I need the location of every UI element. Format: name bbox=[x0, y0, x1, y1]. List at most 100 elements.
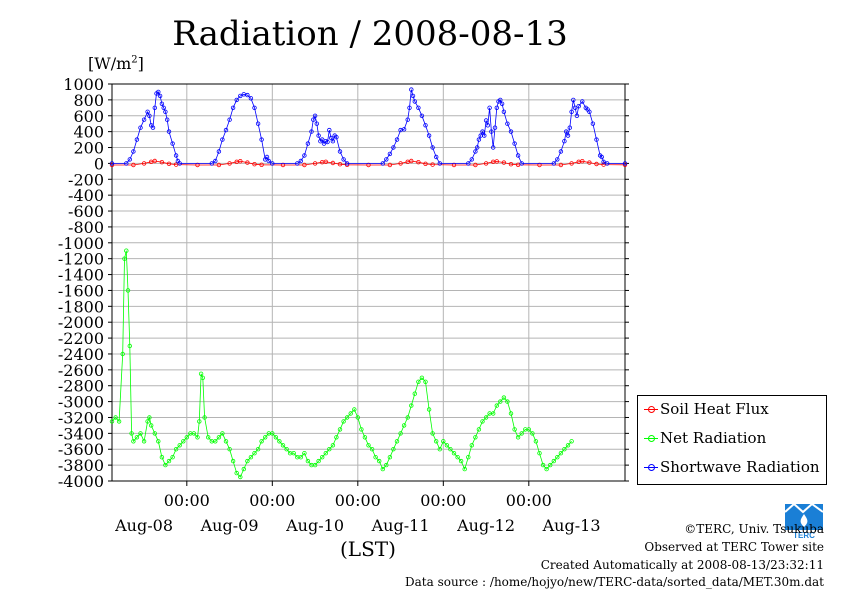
data-point bbox=[152, 431, 157, 436]
data-point bbox=[458, 458, 464, 464]
data-point bbox=[298, 455, 303, 460]
data-point bbox=[492, 125, 498, 130]
data-point bbox=[205, 435, 211, 440]
y-axis-unit: [W/m2] bbox=[88, 54, 144, 73]
data-point bbox=[241, 466, 246, 472]
data-point bbox=[494, 159, 499, 164]
y-tick-label: -800 bbox=[68, 218, 104, 237]
y-tick-label: -2800 bbox=[58, 377, 104, 396]
data-point bbox=[501, 109, 507, 114]
unit-base: [W/m bbox=[88, 54, 132, 73]
data-point bbox=[270, 431, 275, 436]
data-point bbox=[191, 431, 197, 436]
data-point bbox=[344, 161, 350, 166]
data-point bbox=[131, 162, 136, 168]
data-point bbox=[430, 162, 435, 167]
legend-label: Net Radiation bbox=[660, 429, 767, 447]
credit-copyright: ©TERC, Univ. Tsukuba bbox=[684, 522, 824, 536]
data-point bbox=[200, 375, 205, 380]
y-tick-label: 1000 bbox=[63, 75, 104, 94]
data-point bbox=[120, 351, 125, 357]
data-point bbox=[412, 391, 417, 396]
data-point bbox=[220, 431, 225, 436]
data-point bbox=[147, 415, 152, 420]
y-tick-label: 400 bbox=[73, 123, 104, 142]
y-tick-label: -1600 bbox=[58, 281, 104, 300]
data-point bbox=[387, 162, 393, 168]
data-point bbox=[569, 161, 574, 166]
data-point bbox=[485, 123, 490, 128]
series-line-1 bbox=[111, 250, 572, 478]
y-tick-label: -2200 bbox=[58, 329, 104, 348]
data-point bbox=[166, 458, 172, 464]
data-point bbox=[166, 129, 172, 134]
data-point bbox=[327, 127, 332, 133]
data-point bbox=[594, 137, 599, 142]
data-point bbox=[401, 423, 407, 428]
day-label: Aug-13 bbox=[542, 516, 601, 535]
data-point bbox=[369, 447, 375, 452]
data-point bbox=[134, 435, 140, 440]
data-point bbox=[373, 455, 378, 460]
data-point bbox=[312, 462, 318, 468]
data-point bbox=[181, 439, 186, 444]
legend-swatch-marker bbox=[648, 435, 655, 442]
data-point bbox=[487, 105, 492, 110]
y-tick-label: -3400 bbox=[58, 424, 104, 443]
data-point bbox=[316, 133, 321, 138]
y-tick-label: -3000 bbox=[58, 393, 104, 412]
data-point bbox=[423, 123, 428, 128]
data-point bbox=[483, 161, 489, 166]
data-point bbox=[572, 105, 578, 110]
data-point bbox=[216, 162, 222, 168]
data-point bbox=[394, 137, 400, 142]
y-tick-label: -1000 bbox=[58, 234, 104, 253]
data-point bbox=[469, 157, 474, 162]
data-point bbox=[150, 125, 156, 130]
data-point bbox=[227, 117, 232, 122]
data-point bbox=[266, 158, 271, 164]
data-point bbox=[419, 113, 425, 118]
series-line-2 bbox=[112, 89, 625, 164]
data-point bbox=[238, 474, 243, 480]
data-point bbox=[599, 154, 604, 160]
data-point bbox=[259, 162, 264, 167]
data-point bbox=[398, 431, 403, 436]
data-point bbox=[601, 159, 606, 164]
data-point bbox=[476, 427, 482, 432]
data-point bbox=[384, 157, 389, 162]
day-label: Aug-09 bbox=[200, 516, 259, 535]
data-point bbox=[163, 462, 168, 468]
data-point bbox=[141, 117, 147, 122]
data-point bbox=[284, 447, 289, 452]
data-point bbox=[508, 161, 514, 167]
data-point bbox=[337, 161, 343, 167]
data-point bbox=[434, 439, 439, 444]
data-point bbox=[264, 154, 270, 160]
data-point bbox=[109, 419, 115, 424]
data-point bbox=[305, 458, 311, 464]
data-point bbox=[216, 149, 222, 154]
data-point bbox=[141, 161, 147, 166]
data-point bbox=[380, 161, 385, 166]
data-point bbox=[316, 458, 321, 464]
data-point bbox=[576, 103, 581, 109]
data-point bbox=[234, 470, 239, 476]
data-point bbox=[416, 379, 421, 384]
data-point bbox=[533, 439, 539, 444]
credit-created: Created Automatically at 2008-08-13/23:3… bbox=[540, 558, 824, 572]
data-point bbox=[548, 462, 553, 468]
data-point bbox=[410, 93, 416, 99]
legend-item-soil-heat-flux: Soil Heat Flux bbox=[638, 396, 826, 424]
data-point bbox=[259, 439, 264, 444]
data-point bbox=[565, 133, 571, 138]
data-point bbox=[475, 145, 480, 150]
data-point bbox=[580, 158, 585, 164]
data-point bbox=[259, 137, 264, 142]
data-point bbox=[391, 145, 396, 150]
legend: Soil Heat Flux Net Radiation Shortwave R… bbox=[637, 395, 827, 485]
data-point bbox=[491, 145, 496, 150]
data-point bbox=[327, 447, 332, 452]
data-point bbox=[325, 139, 330, 145]
data-point bbox=[405, 415, 410, 420]
